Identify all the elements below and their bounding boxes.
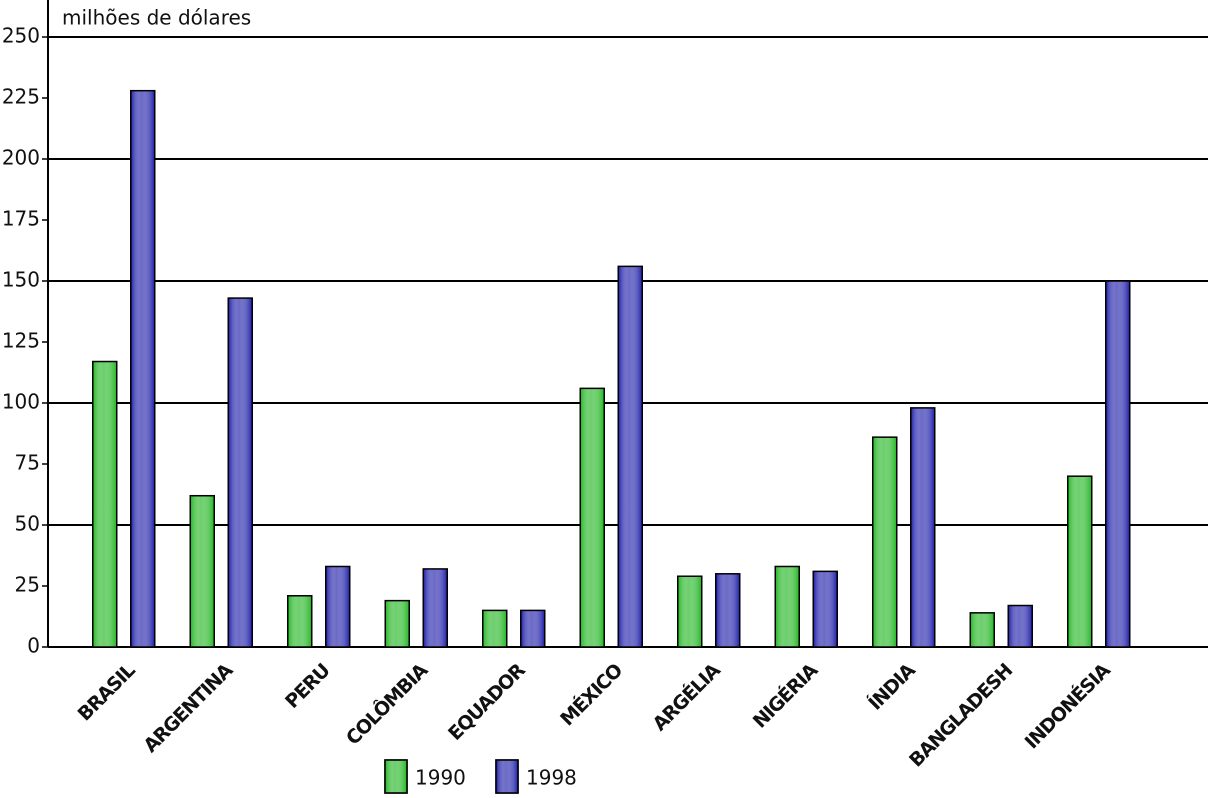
- bar: [910, 407, 936, 648]
- y-tick-label: 150: [2, 268, 40, 292]
- bar: [325, 565, 351, 648]
- bar: [1007, 604, 1033, 648]
- legend-label: 1998: [526, 766, 577, 790]
- bar: [1067, 475, 1093, 648]
- y-axis-label: milhões de dólares: [62, 6, 251, 30]
- y-tick-label: 125: [2, 329, 40, 353]
- x-tick-label: PERU: [281, 660, 334, 713]
- bar: [1105, 280, 1131, 648]
- x-tick-label: NIGÉRIA: [748, 658, 822, 732]
- bar: [520, 609, 546, 648]
- y-tick-label: 75: [15, 451, 40, 475]
- y-tick-label: 225: [2, 85, 40, 109]
- y-tick-label: 0: [27, 634, 40, 658]
- bar: [287, 595, 313, 648]
- x-tick-label: BANGLADESH: [905, 660, 1017, 772]
- bar: [774, 565, 800, 648]
- bar: [812, 570, 838, 648]
- y-tick-label: 50: [15, 512, 40, 536]
- y-tick-label: 250: [2, 24, 40, 48]
- bar: [677, 575, 703, 648]
- bar: [482, 609, 508, 648]
- y-tick-label: 100: [2, 390, 40, 414]
- x-tick-label: BRASIL: [74, 659, 140, 725]
- bar: [422, 568, 448, 648]
- x-tick-label: MÉXICO: [555, 659, 627, 731]
- bar: [189, 494, 215, 648]
- legend-swatch-shade: [384, 759, 408, 794]
- x-tick-label: INDONÉSIA: [1020, 658, 1115, 753]
- x-tick-label: EQUADOR: [444, 659, 530, 745]
- y-tick-label: 25: [15, 573, 40, 597]
- bar: [872, 436, 898, 648]
- x-tick-label: COLÔMBIA: [341, 658, 433, 750]
- bar: [130, 89, 156, 648]
- bar: [384, 599, 410, 648]
- bar: [715, 573, 741, 648]
- x-tick-label: ÍNDIA: [864, 658, 920, 714]
- bar: [227, 297, 253, 648]
- legend-label: 1990: [415, 766, 466, 790]
- y-tick-label: 175: [2, 207, 40, 231]
- bar: [579, 387, 605, 648]
- x-tick-label: ARGÉLIA: [648, 658, 725, 735]
- x-tick-label: ARGENTINA: [139, 659, 237, 757]
- legend-swatch-shade: [495, 759, 519, 794]
- bar: [92, 360, 118, 648]
- bar: [969, 612, 995, 648]
- y-tick-label: 200: [2, 146, 40, 170]
- bar: [617, 265, 643, 648]
